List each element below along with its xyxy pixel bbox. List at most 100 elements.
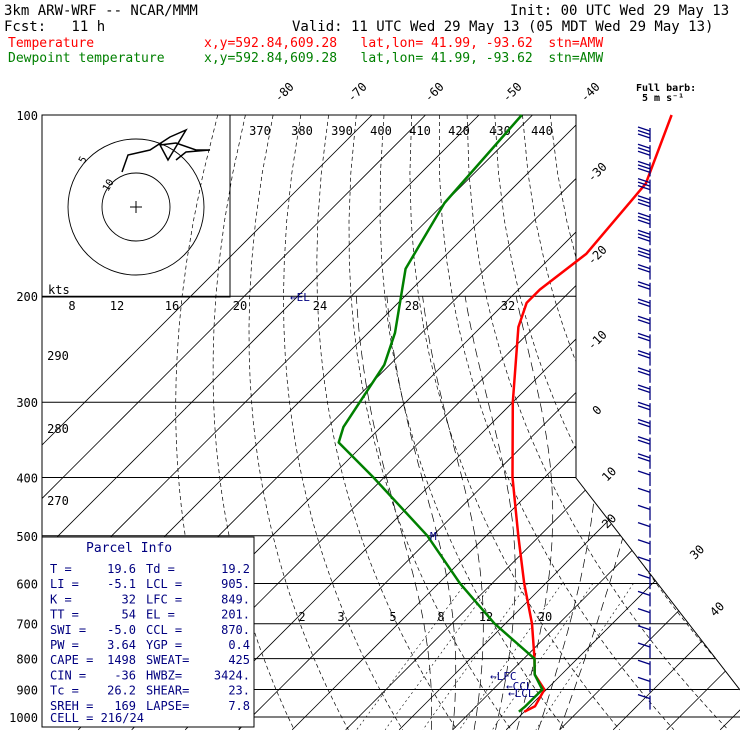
mixing-ratio-label: 2: [298, 610, 305, 624]
wind-barb: [637, 177, 651, 194]
mixing-ratio-line: [459, 583, 563, 730]
isotherm-label: -20: [585, 243, 610, 268]
isotherm-label: -40: [578, 80, 603, 105]
lfc-marker: ←LFC: [490, 670, 517, 683]
forecast-hour: Fcst: 11 h: [4, 19, 106, 35]
dry-adiabat: [660, 115, 740, 731]
wind-barb: [637, 693, 651, 710]
wind-barb: [637, 263, 651, 280]
hodograph-trace: [121, 128, 211, 173]
wind-barb: [637, 160, 651, 177]
wind-barb: [637, 401, 651, 418]
pressure-tick-label: 100: [16, 109, 38, 123]
parcel-label: CCL =: [146, 623, 182, 637]
parcel-value: 425: [228, 653, 250, 667]
wind-barb: [637, 676, 651, 693]
moist-adiabat: [559, 296, 651, 730]
parcel-info-panel: Parcel Info T = 19.6 Td = 19.2 LI = -5.1 LCL =…: [41, 536, 255, 728]
hodo-ring-label: 10: [101, 178, 117, 194]
wind-barb: [637, 246, 651, 263]
theta-label: 420: [448, 124, 470, 138]
dewpoint-legend: Dewpoint temperature: [8, 51, 165, 66]
parcel-cell: CELL = 216/24: [50, 711, 144, 725]
parcel-label: CAPE =: [50, 653, 93, 667]
barb-legend-unit: 5 m s⁻¹: [642, 93, 685, 104]
pressure-tick-label: 700: [16, 618, 38, 632]
moist-adiabat: [464, 296, 516, 730]
parcel-value: 19.6: [107, 562, 136, 576]
pressure-tick-label: 400: [16, 471, 38, 485]
isotherm-label: -50: [500, 80, 525, 105]
parcel-label: EL =: [146, 608, 175, 622]
dry-adiabat: [439, 115, 675, 731]
hodograph-ring: [101, 172, 171, 242]
parcel-value: 0.4: [228, 638, 250, 652]
isotherm-label: -60: [422, 80, 447, 105]
parcel-label: Td =: [146, 562, 175, 576]
moist-adiabat: [422, 296, 484, 730]
parcel-row: CIN = -36 HWBZ= 3424.: [50, 668, 250, 682]
dry-adiabat-label: 280: [47, 422, 69, 436]
wind-barb: [637, 453, 651, 469]
wind-barb: [637, 435, 651, 452]
wind-barb: [637, 229, 651, 246]
parcel-value: -5.0: [107, 623, 136, 637]
wind-barb: [637, 281, 651, 297]
temperature-location: x,y=592.84,609.28 lat,lon= 41.99, -93.62…: [204, 36, 604, 51]
parcel-label: Tc =: [50, 684, 79, 698]
dry-adiabat: [248, 115, 349, 730]
mixing-ratio-label: 8: [437, 610, 444, 624]
theta-label: 390: [331, 124, 353, 138]
wind-barb: [637, 195, 651, 211]
wind-barb: [637, 367, 651, 383]
wind-barb: [637, 212, 651, 228]
dry-adiabat-label: 290: [47, 349, 69, 363]
wind-barb: [637, 521, 651, 538]
wind-barb: [637, 332, 651, 349]
m-marker: M: [430, 530, 437, 543]
isotherm-label: -80: [272, 80, 297, 105]
model-title: 3km ARW-WRF -- NCAR/MMM: [4, 3, 198, 19]
dry-adiabat: [688, 115, 740, 731]
isotherm: [42, 115, 480, 731]
parcel-value: 3424.: [214, 668, 250, 682]
mixing-ratio-label: 12: [479, 610, 493, 624]
parcel-value: 32: [122, 592, 136, 606]
parcel-label: LI =: [50, 577, 79, 591]
mixing-ratio-label: 3: [337, 610, 344, 624]
wind-barb: [637, 143, 651, 160]
pressure-tick-label: 1000: [9, 711, 38, 725]
mixing-ratio-line: [422, 583, 528, 730]
isotherm: [666, 115, 740, 731]
wind-barb: [637, 625, 651, 641]
parcel-row: K = 32 LFC = 849.: [50, 592, 250, 606]
parcel-label: TT =: [50, 608, 79, 622]
moist-adiabat: [386, 296, 457, 730]
hodo-speed-label: 32: [501, 299, 515, 313]
parcel-label: SREH =: [50, 699, 93, 713]
hodo-speed-label: 20: [233, 299, 247, 313]
dry-adiabat-label: 270: [47, 494, 69, 508]
parcel-label: SHEAR=: [146, 684, 189, 698]
parcel-value: -36: [114, 668, 136, 682]
wind-barb: [637, 504, 651, 521]
parcel-row: SREH = 169 LAPSE= 7.8: [50, 699, 250, 713]
pressure-tick-label: 900: [16, 683, 38, 697]
dry-adiabat: [577, 115, 740, 731]
pressure-tick-label: 800: [16, 653, 38, 667]
isotherm: [612, 115, 740, 731]
wind-barb: [637, 607, 651, 624]
parcel-label: SWI =: [50, 623, 86, 637]
parcel-row: TT = 54 EL = 201.: [50, 608, 250, 622]
dry-adiabat: [716, 115, 740, 731]
isotherm: [452, 115, 740, 731]
wind-barb: [637, 642, 651, 658]
theta-label: 380: [291, 124, 313, 138]
parcel-value: 905.: [221, 577, 250, 591]
pressure-tick-label: 500: [16, 530, 38, 544]
wind-barb: [637, 418, 651, 435]
dry-adiabat: [212, 115, 295, 730]
theta-label: 440: [531, 124, 553, 138]
mixing-ratio-line: [356, 583, 466, 730]
